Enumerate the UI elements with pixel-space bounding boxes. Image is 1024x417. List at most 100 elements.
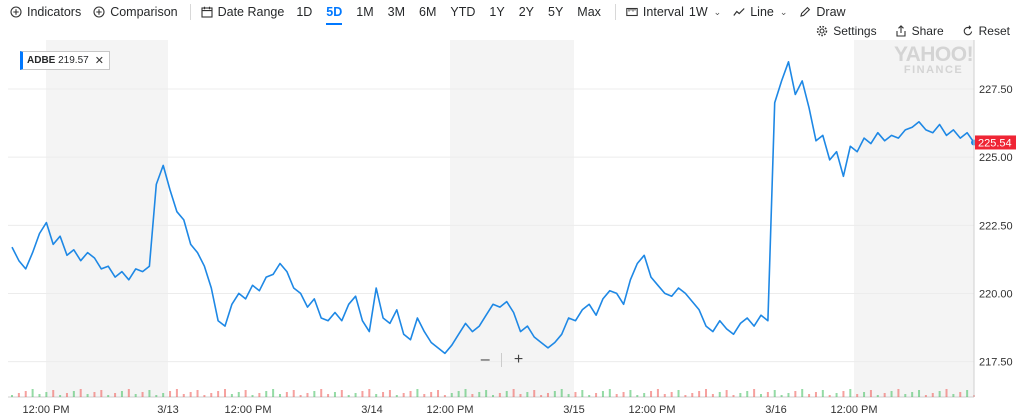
range-2y[interactable]: 2Y xyxy=(518,5,534,19)
volume-bar xyxy=(59,395,62,397)
volume-bar xyxy=(574,392,577,397)
date-range-button[interactable]: Date Range xyxy=(201,5,284,19)
y-tick-label: 217.50 xyxy=(979,357,1013,369)
volume-bar xyxy=(127,389,130,397)
comparison-label: Comparison xyxy=(110,5,178,19)
volume-bar xyxy=(759,394,762,397)
volume-bar xyxy=(677,390,680,397)
volume-bar xyxy=(890,391,893,397)
volume-bar xyxy=(443,395,446,397)
zoom-out-button[interactable]: – xyxy=(480,351,490,368)
comparison-button[interactable]: Comparison xyxy=(93,5,178,19)
y-tick-label: 225.00 xyxy=(979,152,1013,164)
reset-icon xyxy=(963,25,972,36)
volume-bar xyxy=(361,391,364,397)
volume-bar xyxy=(347,395,350,397)
volume-bar xyxy=(340,390,343,397)
chart-subbar: Settings Share Reset xyxy=(812,24,1020,38)
toolbar-divider xyxy=(189,4,191,20)
indicators-button[interactable]: Indicators xyxy=(10,5,81,19)
volume-bar xyxy=(808,394,811,397)
volume-bar xyxy=(196,390,199,397)
volume-bar xyxy=(581,390,584,397)
volume-bar xyxy=(134,394,137,397)
volume-bar xyxy=(608,389,611,397)
range-1y[interactable]: 1Y xyxy=(489,5,505,19)
volume-bar xyxy=(485,390,488,397)
volume-bar xyxy=(189,392,192,397)
volume-bar xyxy=(31,389,34,397)
range-5d[interactable]: 5D xyxy=(326,5,343,25)
volume-bar xyxy=(457,391,460,397)
volume-bar xyxy=(567,394,570,397)
volume-bar xyxy=(636,395,639,397)
calendar-icon xyxy=(201,6,213,18)
zoom-in-button[interactable]: + xyxy=(513,351,524,368)
price-line xyxy=(11,60,975,355)
volume-bar xyxy=(93,392,96,397)
volume-bar xyxy=(72,391,75,397)
share-icon xyxy=(896,25,906,37)
draw-button[interactable]: Draw xyxy=(799,5,846,19)
reset-button[interactable]: Reset xyxy=(962,24,1010,38)
plus-circle-icon xyxy=(10,6,22,18)
x-tick-label: 3/13 xyxy=(157,404,178,416)
volume-bar xyxy=(38,394,41,397)
interval-label: Interval xyxy=(642,5,684,19)
y-axis: 217.50 220.00 222.50 225.00 227.50 xyxy=(973,40,1013,397)
volume-bar xyxy=(292,390,295,397)
volume-bar xyxy=(732,395,735,397)
volume-bar xyxy=(114,393,117,397)
range-5y[interactable]: 5Y xyxy=(548,5,564,19)
chart-style-dropdown[interactable]: Line ⌄ xyxy=(733,5,787,19)
pencil-icon xyxy=(800,6,811,17)
volume-bar xyxy=(141,392,144,397)
settings-button[interactable]: Settings xyxy=(816,24,877,38)
yahoo-finance-watermark: YAHOO! FINANCE xyxy=(894,44,974,76)
volume-bar xyxy=(897,389,900,397)
volume-bar xyxy=(230,394,233,397)
volume-bar xyxy=(237,392,240,397)
x-tick-label: 3/15 xyxy=(563,404,584,416)
volume-bar xyxy=(333,392,336,397)
volume-bar xyxy=(656,389,659,397)
volume-bar xyxy=(251,395,254,397)
volume-bar xyxy=(952,394,955,397)
volume-bar xyxy=(313,391,316,397)
volume-bar xyxy=(911,392,914,397)
close-icon[interactable]: ✕ xyxy=(94,55,104,67)
volume-bar xyxy=(670,392,673,397)
volume-bar xyxy=(430,392,433,397)
zoom-controls: – + xyxy=(475,350,529,370)
volume-bar xyxy=(828,395,831,397)
volume-bar xyxy=(478,392,481,397)
volume-bar xyxy=(169,391,172,397)
volume-bar xyxy=(876,395,879,397)
volume-bar xyxy=(107,395,110,397)
range-6m[interactable]: 6M xyxy=(419,5,437,19)
range-3m[interactable]: 3M xyxy=(387,5,406,19)
symbol-value: 219.57 xyxy=(58,55,89,66)
volume-bar xyxy=(739,393,742,397)
volume-bar xyxy=(766,392,769,397)
volume-bar xyxy=(718,392,721,397)
x-tick-label: 12:00 PM xyxy=(426,404,473,416)
interval-dropdown[interactable]: Interval 1W ⌄ xyxy=(626,5,721,19)
session-band xyxy=(46,40,168,397)
gear-icon xyxy=(817,25,828,37)
range-ytd[interactable]: YTD xyxy=(450,5,476,19)
range-1d[interactable]: 1D xyxy=(296,5,313,19)
range-1m[interactable]: 1M xyxy=(356,5,374,19)
symbol-chip[interactable]: ADBE 219.57 ✕ xyxy=(20,51,110,70)
volume-bar xyxy=(924,395,927,397)
share-button[interactable]: Share xyxy=(895,24,944,38)
volume-bar xyxy=(883,393,886,397)
ruler-icon xyxy=(626,7,638,17)
volume-bar xyxy=(285,392,288,397)
volume-bar xyxy=(746,391,749,397)
volume-bar xyxy=(938,391,941,397)
volume-bar xyxy=(175,389,178,397)
range-max[interactable]: Max xyxy=(577,5,601,19)
volume-bar xyxy=(416,389,419,397)
